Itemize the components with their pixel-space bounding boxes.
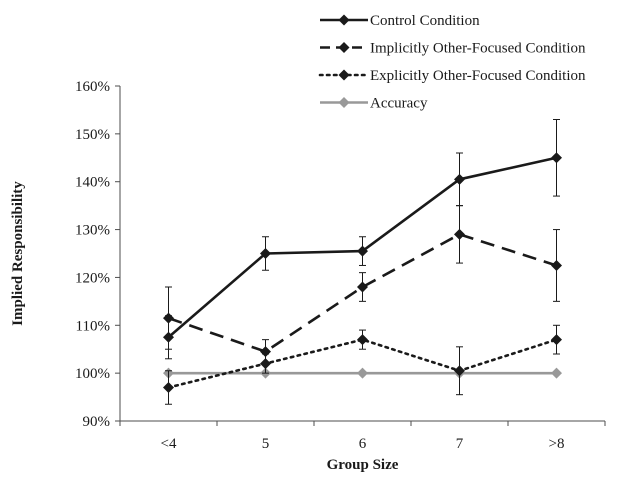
x-tick-label: 5 bbox=[262, 436, 270, 452]
legend-item: Explicitly Other-Focused Condition bbox=[318, 68, 586, 84]
x-tick-label: 6 bbox=[359, 436, 367, 452]
data-point-marker bbox=[260, 358, 271, 370]
legend-marker bbox=[338, 14, 350, 26]
series-line bbox=[167, 338, 558, 389]
legend-item: Implicitly Other-Focused Condition bbox=[320, 41, 586, 57]
data-point-marker bbox=[357, 281, 368, 293]
legend-marker bbox=[338, 69, 350, 81]
data-point-marker bbox=[454, 228, 465, 240]
data-point-marker bbox=[357, 367, 368, 379]
data-point-marker bbox=[551, 367, 562, 379]
x-tick-label: 7 bbox=[456, 436, 464, 452]
legend: Control Condition Implicitly Other-Focuse… bbox=[318, 13, 586, 112]
y-tick-label: 140% bbox=[75, 175, 110, 191]
x-tick-label: <4 bbox=[161, 436, 177, 452]
y-tick-label: 130% bbox=[75, 223, 110, 239]
y-tick-label: 90% bbox=[83, 414, 111, 430]
legend-label: Explicitly Other-Focused Condition bbox=[370, 68, 586, 84]
y-tick-label: 160% bbox=[75, 79, 110, 95]
data-point-marker bbox=[357, 334, 368, 346]
legend-item: Control Condition bbox=[320, 13, 480, 29]
data-point-marker bbox=[357, 245, 368, 257]
legend-label: Implicitly Other-Focused Condition bbox=[370, 41, 586, 57]
legend-label: Accuracy bbox=[370, 96, 428, 112]
data-point-marker bbox=[454, 173, 465, 185]
axes bbox=[119, 86, 605, 422]
legend-item: Accuracy bbox=[320, 96, 428, 112]
series-explicitly-other-focused-condition bbox=[163, 324, 562, 405]
y-tick-label: 100% bbox=[75, 366, 110, 382]
data-point-marker bbox=[163, 312, 174, 324]
x-axis-ticks: <4 5 6 7 >8 bbox=[119, 421, 606, 452]
y-tick-label: 150% bbox=[75, 127, 110, 143]
y-tick-label: 120% bbox=[75, 270, 110, 286]
data-point-marker bbox=[551, 259, 562, 271]
data-point-marker bbox=[551, 152, 562, 164]
y-tick-label: 110% bbox=[76, 318, 110, 334]
y-axis-ticks: 90% 100% 110% 120% 130% 140% 150% 160% bbox=[75, 79, 120, 430]
data-point-marker bbox=[163, 382, 174, 393]
x-tick-label: >8 bbox=[549, 436, 565, 452]
y-axis-title: Implied Responsibility bbox=[10, 181, 26, 326]
series-line bbox=[168, 233, 557, 353]
series-control-condition bbox=[163, 119, 562, 360]
data-point-marker bbox=[260, 248, 271, 259]
data-point-marker bbox=[454, 365, 465, 377]
series-layer bbox=[163, 119, 562, 405]
legend-marker bbox=[338, 42, 350, 53]
legend-marker bbox=[338, 97, 350, 108]
data-point-marker bbox=[551, 334, 562, 346]
legend-label: Control Condition bbox=[370, 13, 480, 29]
x-axis-title: Group Size bbox=[327, 457, 399, 473]
